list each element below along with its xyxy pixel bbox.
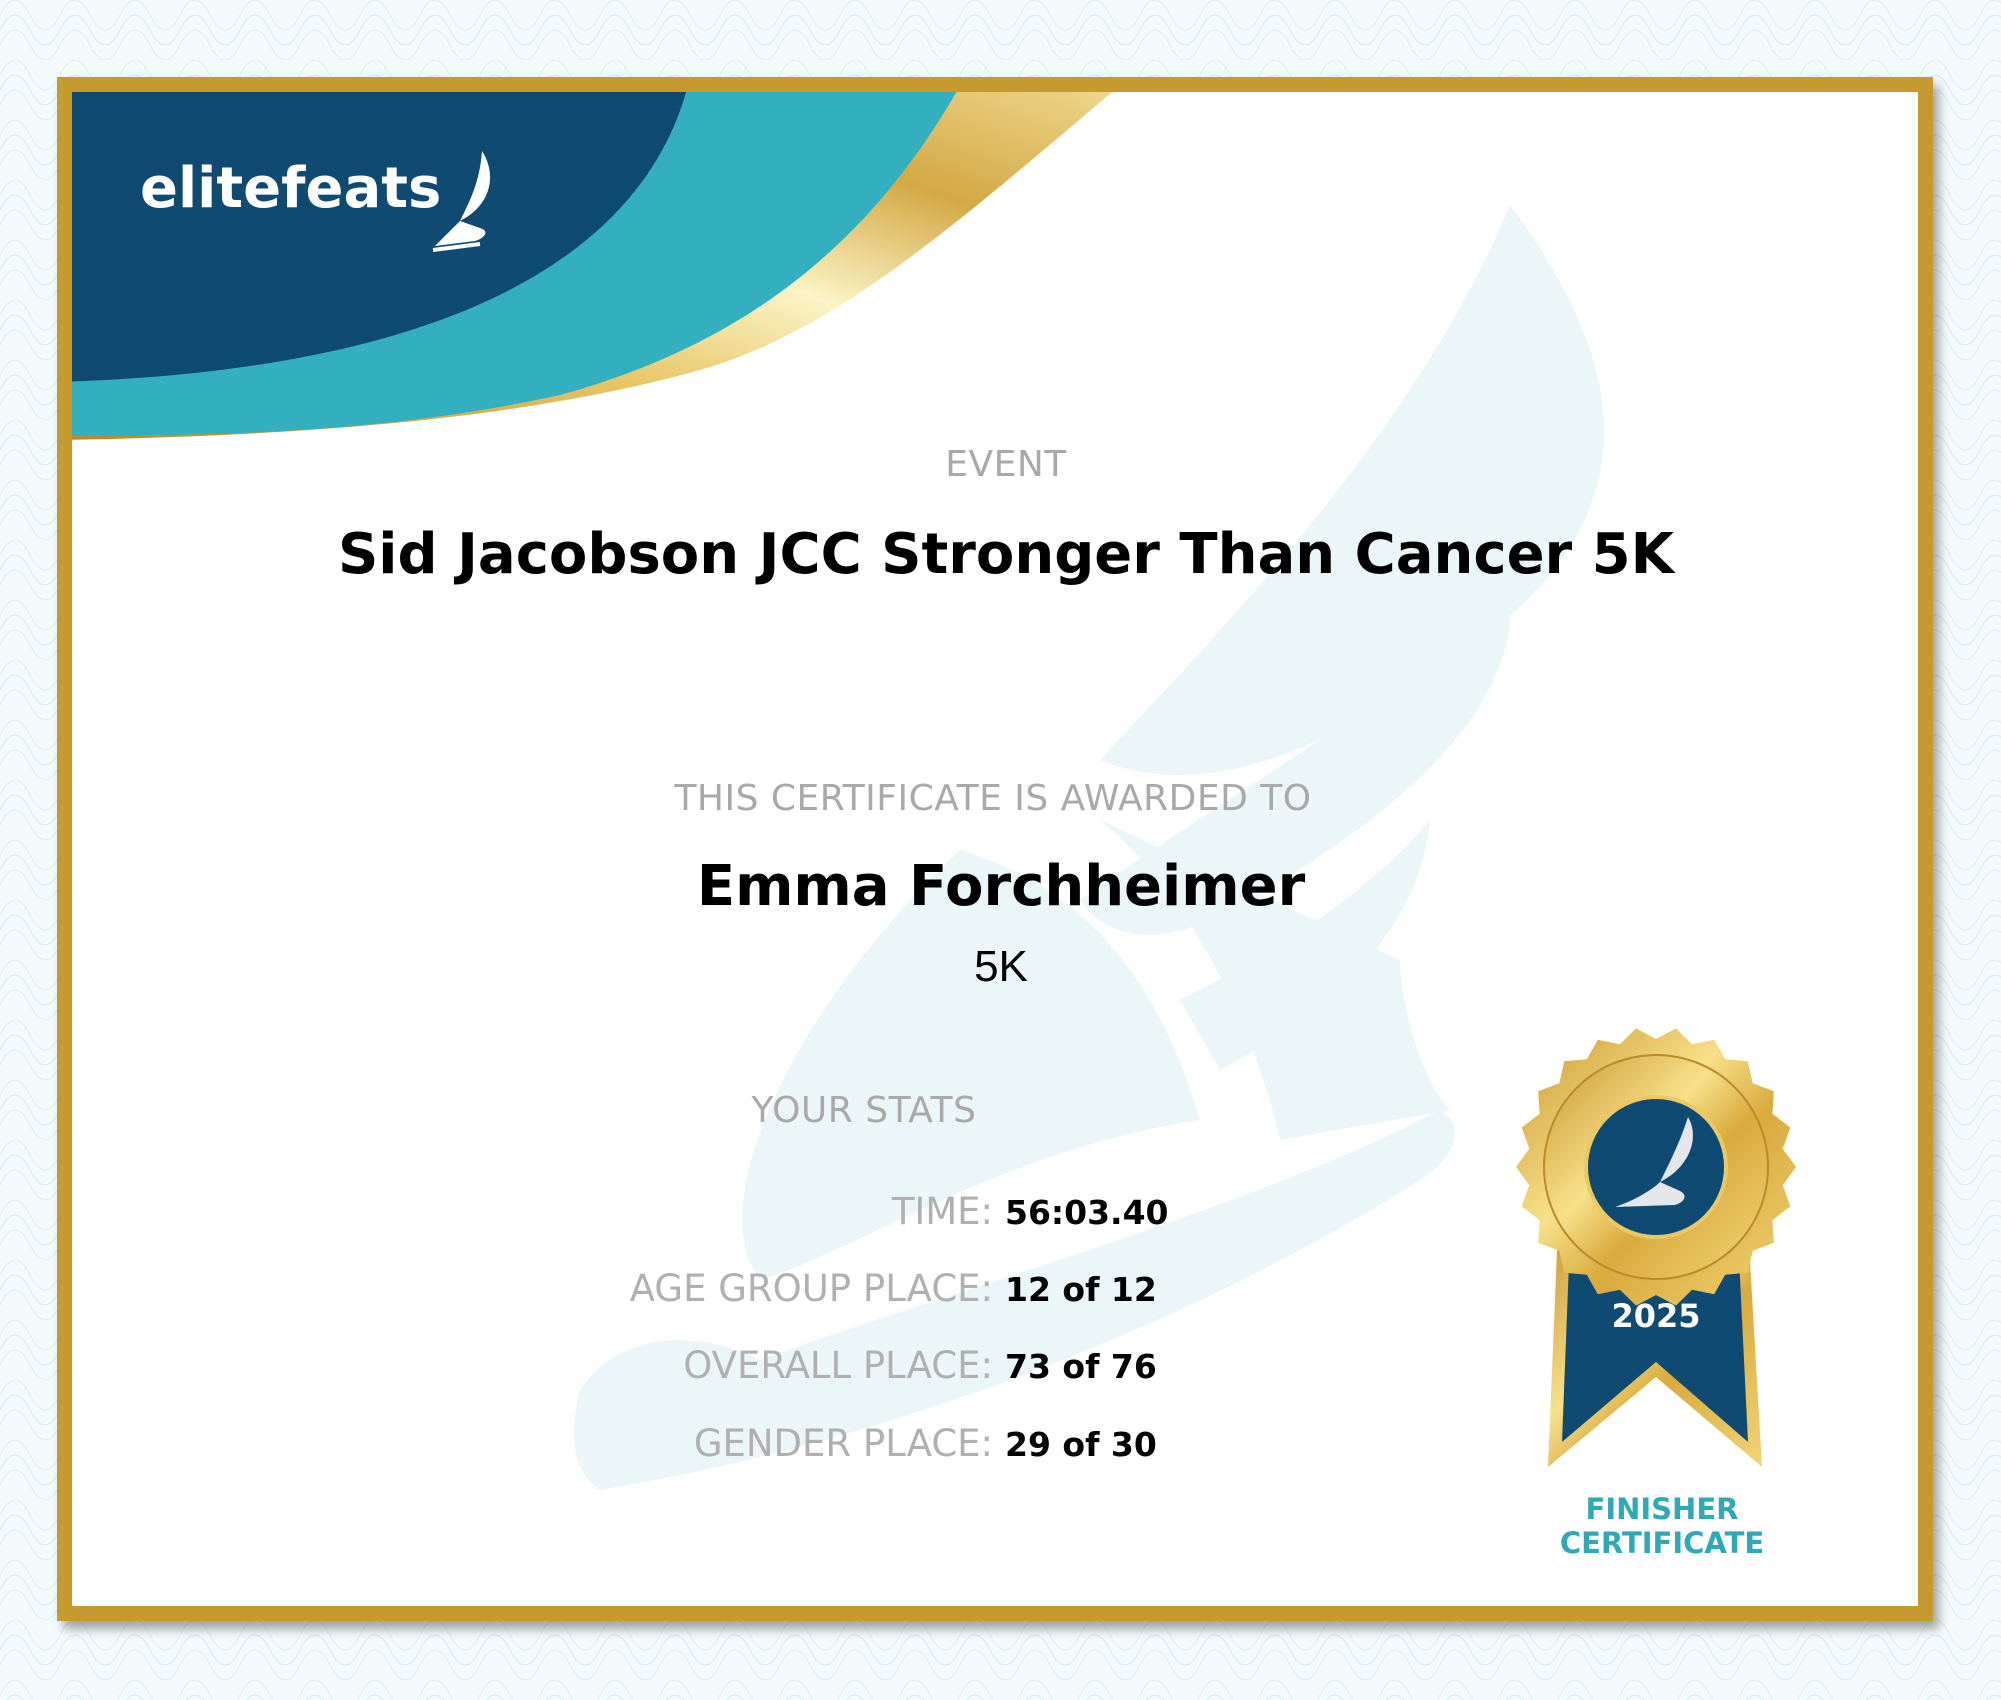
stat-value-age-group: 12 of 12	[1005, 1270, 1157, 1309]
stat-label-age-group: AGE GROUP PLACE:	[629, 1267, 993, 1310]
award-label: THIS CERTIFICATE IS AWARDED TO	[674, 778, 1312, 819]
stat-value-overall: 73 of 76	[1005, 1347, 1157, 1386]
certificate-frame: elitefeats EVENT Sid Jacobson JCC Strong…	[57, 77, 1933, 1621]
badge-caption-line2: CERTIFICATE	[1559, 1526, 1765, 1560]
race-distance: 5K	[974, 942, 1028, 991]
winged-shoe-icon	[432, 151, 491, 252]
stats-label: YOUR STATS	[751, 1090, 977, 1131]
elitefeats-logo: elitefeats	[140, 151, 491, 252]
badge-caption: FINISHER CERTIFICATE	[1560, 1492, 1764, 1560]
stat-label-time: TIME:	[891, 1190, 993, 1233]
stat-value-gender: 29 of 30	[1005, 1425, 1157, 1464]
event-name: Sid Jacobson JCC Stronger Than Cancer 5K	[337, 522, 1675, 587]
recipient-name: Emma Forchheimer	[696, 854, 1306, 919]
winged-shoe-icon	[1615, 1117, 1693, 1207]
finisher-medal: 2025	[1516, 1028, 1796, 1467]
stat-label-gender: GENDER PLACE:	[693, 1422, 993, 1465]
stat-label-overall: OVERALL PLACE:	[683, 1344, 993, 1387]
badge-year: 2025	[1611, 1297, 1700, 1335]
badge-caption-line1: FINISHER	[1585, 1492, 1739, 1526]
stat-value-time: 56:03.40	[1005, 1193, 1169, 1232]
header-waves	[72, 92, 1605, 1490]
watermark-winged-shoe	[574, 205, 1605, 1490]
logo-text: elitefeats	[140, 156, 442, 221]
event-label: EVENT	[945, 444, 1067, 485]
